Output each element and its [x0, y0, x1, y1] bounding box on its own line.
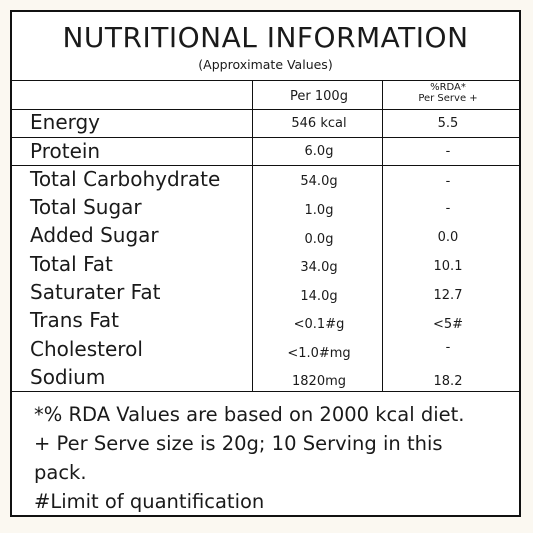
row-label: Added Sugar — [30, 223, 159, 247]
row-per100g: 6.0g — [304, 144, 334, 159]
rule-bottom — [12, 391, 519, 392]
row-label: Protein — [30, 139, 101, 163]
row-per100g: <0.1#g — [293, 317, 345, 332]
row-label: Total Fat — [30, 252, 113, 276]
row-rda: 12.7 — [433, 288, 463, 303]
row-rda: <5# — [432, 317, 464, 332]
row-rda: - — [445, 144, 451, 159]
row-label: Total Carbohydrate — [30, 167, 221, 191]
row-label: Energy — [30, 110, 101, 134]
header-rda-line1: %RDA* — [430, 82, 466, 93]
row-per100g: 1.0g — [304, 203, 334, 218]
footnote-rda: *% RDA Values are based on 2000 kcal die… — [34, 403, 465, 426]
row-label: Cholesterol — [30, 337, 143, 361]
row-per100g: 546 kcal — [291, 116, 347, 131]
column-divider-2 — [382, 80, 383, 391]
rule-header — [12, 109, 519, 110]
row-per100g: 1820mg — [292, 374, 346, 389]
footnote-serve-cont: pack. — [34, 461, 87, 484]
row-label: Trans Fat — [30, 308, 119, 332]
panel-title: NUTRITIONAL INFORMATION — [62, 21, 469, 54]
row-rda: - — [445, 340, 451, 355]
row-label: Sodium — [30, 365, 106, 389]
row-per100g: 0.0g — [304, 232, 334, 247]
footnote-limit: #Limit of quantification — [34, 490, 265, 513]
row-label: Saturater Fat — [30, 280, 161, 304]
row-rda: 0.0 — [437, 230, 459, 245]
row-per100g: 54.0g — [300, 174, 338, 189]
row-rda: - — [445, 201, 451, 216]
rule-protein — [12, 165, 519, 166]
row-per100g: 34.0g — [300, 260, 338, 275]
row-per100g: 14.0g — [300, 289, 338, 304]
panel-subtitle: (Approximate Values) — [198, 57, 333, 72]
footnote-serve: + Per Serve size is 20g; 10 Serving in t… — [34, 432, 443, 455]
column-divider-1 — [252, 80, 253, 391]
nutrition-panel: NUTRITIONAL INFORMATION (Approximate Val… — [10, 10, 521, 517]
row-label: Total Sugar — [30, 195, 142, 219]
row-rda: 18.2 — [433, 374, 463, 389]
rule-top — [12, 80, 519, 81]
row-rda: 10.1 — [433, 259, 463, 274]
header-per-100g: Per 100g — [290, 89, 348, 104]
row-rda: - — [445, 174, 451, 189]
footnotes: *% RDA Values are based on 2000 kcal die… — [34, 400, 514, 516]
rule-energy — [12, 137, 519, 138]
row-rda: 5.5 — [437, 116, 459, 131]
header-rda-line2: Per Serve + — [418, 93, 478, 104]
header-rda: %RDA* Per Serve + — [384, 82, 512, 104]
row-per100g: <1.0#mg — [287, 346, 351, 361]
